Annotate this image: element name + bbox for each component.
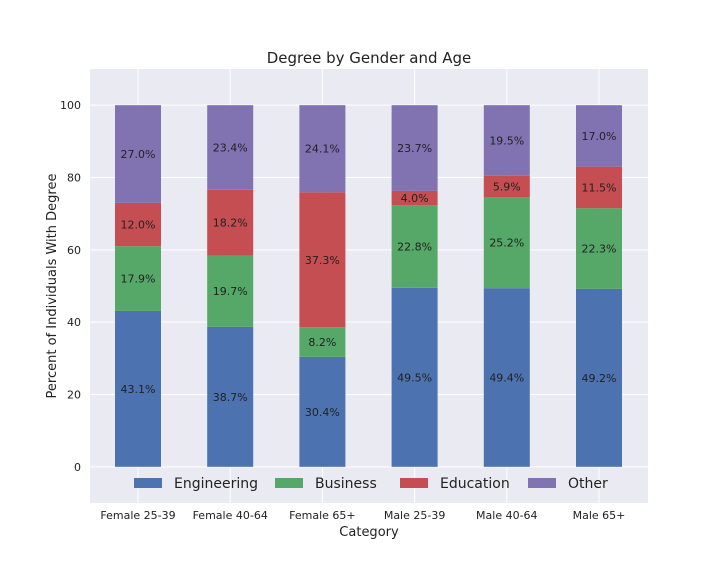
y-tick-label: 60	[67, 244, 81, 257]
bar-segment-business	[115, 246, 161, 311]
bar-segment-engineering	[391, 287, 438, 467]
data-label: 27.0%	[121, 148, 156, 161]
data-label: 11.5%	[582, 181, 617, 194]
data-label: 17.9%	[121, 273, 156, 286]
bars	[115, 105, 622, 467]
bar-segment-business	[207, 255, 254, 327]
legend-item: Business	[275, 476, 377, 492]
bar-segment-engineering	[483, 288, 530, 467]
x-axis-ticks: Female 25-39 Female 40-64 Female 65+ Male 2…	[100, 509, 625, 522]
y-axis-label: Percent of Individuals With Degree	[45, 174, 60, 399]
bar-segment-other	[207, 105, 254, 190]
bar-segment-engineering	[207, 326, 254, 467]
data-label: 49.4%	[489, 372, 524, 385]
segment-labels: 43.1% 17.9% 12.0% 27.0% 38.7% 19.7% 18.2% 23.4%…	[121, 130, 617, 419]
y-tick-label: 40	[67, 316, 81, 329]
x-tick-label: Female 40-64	[193, 509, 268, 522]
bar-segment-business	[483, 197, 530, 289]
data-label: 5.9%	[493, 180, 521, 193]
bar-segment-engineering	[115, 310, 161, 467]
data-label: 19.5%	[489, 134, 524, 147]
bar-segment-education	[391, 190, 438, 206]
bar-segment-education	[207, 189, 254, 256]
legend: Engineering Business Education Other	[134, 476, 608, 492]
bar-segment-education	[576, 166, 622, 209]
data-label: 25.2%	[489, 237, 524, 250]
data-label: 22.3%	[582, 243, 617, 256]
plot-area	[90, 69, 648, 503]
legend-label: Other	[568, 476, 608, 492]
y-tick-label: 0	[74, 461, 81, 474]
legend-label: Business	[315, 476, 377, 492]
x-tick-label: Female 65+	[289, 509, 355, 522]
y-tick-label: 80	[67, 172, 81, 185]
x-axis-label: Category	[339, 525, 399, 540]
bar-segment-other	[576, 105, 622, 167]
bar-segment-engineering	[299, 356, 346, 467]
y-axis-ticks: 0 20 40 60 80 100	[60, 99, 81, 474]
data-label: 43.1%	[121, 383, 156, 396]
data-label: 17.0%	[582, 130, 617, 143]
bar-segment-business	[576, 208, 622, 289]
bar-segment-other	[115, 105, 161, 203]
chart-title: Degree by Gender and Age	[267, 49, 472, 67]
legend-swatch	[400, 478, 428, 488]
data-label: 37.3%	[305, 254, 340, 267]
data-label: 30.4%	[305, 406, 340, 419]
bar-segment-other	[299, 105, 346, 193]
data-label: 4.0%	[401, 192, 429, 205]
data-label: 38.7%	[213, 391, 248, 404]
bar-segment-other	[483, 105, 530, 176]
legend-swatch	[134, 478, 162, 488]
data-label: 49.2%	[582, 372, 617, 385]
y-tick-label: 100	[60, 99, 81, 112]
legend-label: Engineering	[174, 476, 258, 492]
data-label: 23.4%	[213, 141, 248, 154]
x-tick-label: Male 25-39	[384, 509, 446, 522]
bar-segment-education	[483, 175, 530, 198]
y-tick-label: 20	[67, 389, 81, 402]
legend-swatch	[275, 478, 303, 488]
bar-segment-education	[115, 202, 161, 247]
bar-segment-business	[299, 327, 346, 357]
bar-segment-other	[391, 105, 438, 191]
legend-label: Education	[440, 476, 510, 492]
bar-segment-education	[299, 192, 346, 328]
data-label: 49.5%	[397, 371, 432, 384]
legend-item: Other	[528, 476, 608, 492]
bar-segment-business	[391, 205, 438, 288]
x-tick-label: Male 40-64	[476, 509, 538, 522]
legend-item: Education	[400, 476, 510, 492]
data-label: 12.0%	[121, 219, 156, 232]
data-label: 8.2%	[308, 336, 336, 349]
data-label: 22.8%	[397, 241, 432, 254]
data-label: 19.7%	[213, 285, 248, 298]
data-label: 23.7%	[397, 142, 432, 155]
bar-segment-engineering	[576, 288, 622, 467]
x-tick-label: Male 65+	[573, 509, 626, 522]
x-tick-label: Female 25-39	[100, 509, 175, 522]
data-label: 18.2%	[213, 217, 248, 230]
data-label: 24.1%	[305, 143, 340, 156]
legend-item: Engineering	[134, 476, 258, 492]
legend-swatch	[528, 478, 556, 488]
